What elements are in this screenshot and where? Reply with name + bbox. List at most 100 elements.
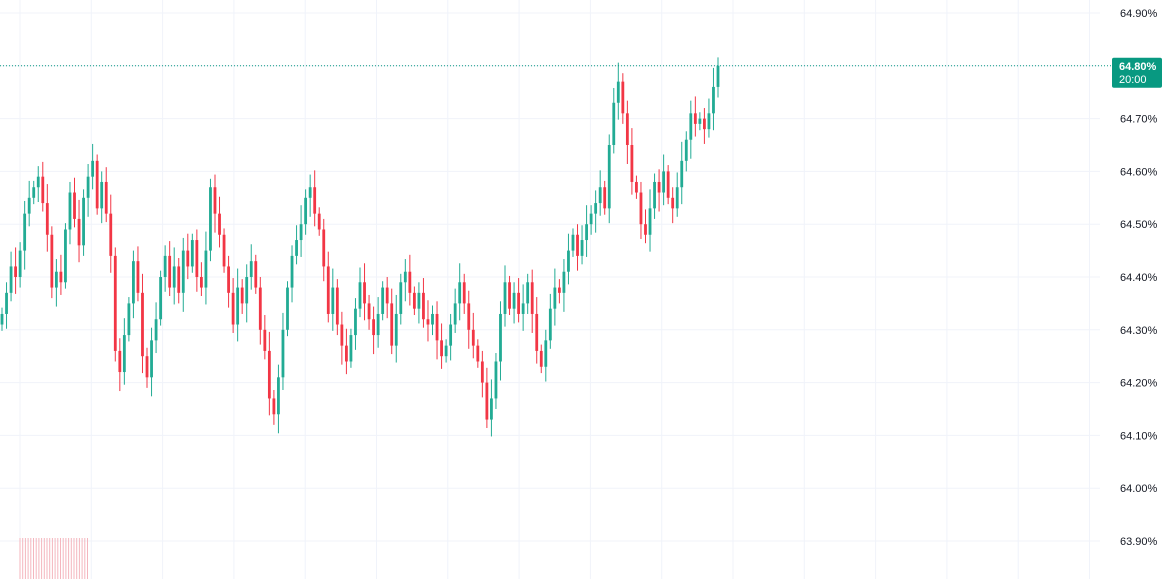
candle xyxy=(322,218,326,282)
candle xyxy=(118,338,122,392)
candle xyxy=(580,225,584,265)
candle xyxy=(598,170,602,216)
candle xyxy=(585,205,588,257)
y-tick-label: 64.00% xyxy=(1120,483,1158,495)
candle-body xyxy=(304,197,308,225)
candle xyxy=(657,169,661,212)
candle-body xyxy=(521,303,525,314)
candle xyxy=(9,251,13,302)
candle xyxy=(390,288,394,355)
candle-body xyxy=(227,266,230,293)
candle xyxy=(571,228,575,257)
candle xyxy=(349,328,353,368)
candle xyxy=(91,143,95,190)
candle xyxy=(530,269,534,333)
candle-body xyxy=(68,192,72,230)
candle xyxy=(286,281,289,337)
candle-body xyxy=(526,282,530,304)
candle-body xyxy=(231,292,235,325)
candle xyxy=(630,128,634,195)
candle-body xyxy=(517,292,521,314)
candle-body xyxy=(508,282,511,309)
candle-body xyxy=(254,261,258,288)
candle-body xyxy=(290,255,294,288)
candle-body xyxy=(458,282,462,304)
candle xyxy=(331,268,335,331)
candle xyxy=(249,244,253,290)
candle xyxy=(145,347,149,388)
candle-body xyxy=(467,303,471,330)
candle-body xyxy=(394,313,398,346)
candle xyxy=(136,246,140,302)
candle xyxy=(195,229,199,292)
candle-body xyxy=(698,118,702,124)
candle xyxy=(363,263,366,321)
candle-body xyxy=(585,224,588,241)
candle xyxy=(23,200,27,270)
candle-body xyxy=(236,287,240,325)
y-tick-label: 63.90% xyxy=(1120,536,1158,548)
candle-body xyxy=(480,361,484,383)
candle xyxy=(109,194,113,273)
candle xyxy=(671,187,675,224)
y-tick-label: 64.40% xyxy=(1120,272,1158,284)
candle-body xyxy=(671,197,675,209)
candle-body xyxy=(408,271,412,293)
candle-body xyxy=(186,250,190,267)
candle xyxy=(417,282,421,324)
candle-body xyxy=(567,250,570,272)
candle-body xyxy=(308,187,312,198)
candle-body xyxy=(422,292,425,320)
candle-body xyxy=(594,203,598,214)
candle-body xyxy=(5,292,8,314)
candle xyxy=(594,190,598,233)
candle-body xyxy=(444,345,448,357)
candle-body xyxy=(607,145,611,209)
candle-body xyxy=(648,208,652,235)
candle xyxy=(5,282,8,329)
candle-body xyxy=(14,266,17,277)
candle-body xyxy=(621,81,625,114)
candle xyxy=(326,251,330,323)
candle-body xyxy=(317,213,321,230)
candle-body xyxy=(485,382,489,420)
y-tick-label: 64.10% xyxy=(1120,430,1158,442)
candle xyxy=(458,263,462,321)
candle xyxy=(644,209,647,244)
candle-body xyxy=(503,282,507,314)
candle xyxy=(426,300,430,342)
candle xyxy=(635,175,638,199)
candle-body xyxy=(589,213,593,225)
candle xyxy=(68,181,72,245)
candle-body xyxy=(571,234,575,251)
candle-body xyxy=(150,340,153,378)
candle xyxy=(548,293,552,349)
candle xyxy=(113,247,117,362)
candle-body xyxy=(222,234,226,267)
candle-body xyxy=(127,303,131,336)
candle-body xyxy=(45,203,49,235)
y-tick-label: 64.90% xyxy=(1120,8,1158,20)
candle-body xyxy=(440,340,443,357)
candle-body xyxy=(449,324,453,346)
candle-body xyxy=(100,181,104,209)
candle-body xyxy=(349,335,353,362)
candle xyxy=(199,262,203,297)
candle-body xyxy=(172,266,176,288)
candle xyxy=(680,141,684,205)
candle-body xyxy=(598,187,602,204)
candle xyxy=(494,353,498,409)
candle xyxy=(277,364,280,434)
candle-body xyxy=(91,160,95,177)
candle xyxy=(141,273,144,374)
price-axis[interactable]: 64.90% 64.70% 64.60% 64.50% 64.40% 64.30% 64.2… xyxy=(1120,8,1158,548)
candle-body xyxy=(539,350,543,367)
candle xyxy=(150,327,153,397)
candle-body xyxy=(313,187,317,214)
candle-body xyxy=(689,113,693,140)
candle xyxy=(603,180,607,215)
candle-body xyxy=(299,224,303,241)
candle-body xyxy=(218,213,221,235)
